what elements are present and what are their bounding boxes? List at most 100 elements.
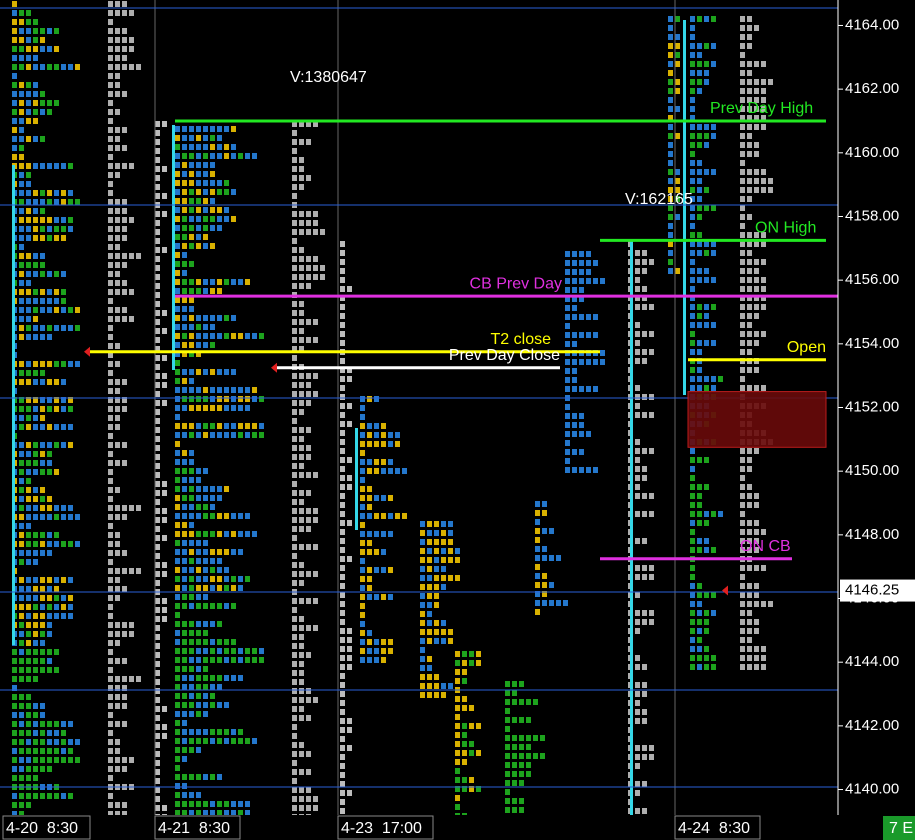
profile-cell [635, 511, 640, 517]
profile-cell [33, 667, 38, 673]
profile-cell [175, 792, 180, 798]
profile-cell [519, 798, 524, 804]
profile-cell [175, 594, 180, 600]
profile-cell [642, 304, 647, 310]
profile-cell [306, 490, 311, 496]
profile-cell [697, 538, 702, 544]
profile-cell [754, 88, 759, 94]
profile-cell [347, 628, 352, 634]
profile-cell [635, 781, 640, 787]
profile-cell [47, 100, 52, 106]
profile-cell [754, 538, 759, 544]
profile-cell [761, 124, 766, 130]
profile-cell [47, 217, 52, 223]
profile-cell [196, 162, 201, 168]
profile-cell [19, 757, 24, 763]
profile-cell [155, 400, 160, 406]
profile-cell [642, 718, 647, 724]
profile-cell [635, 295, 640, 301]
profile-cell [462, 678, 467, 684]
profile-cell [420, 611, 425, 617]
y-tick-label: 4148.00 [845, 526, 899, 543]
profile-cell [189, 675, 194, 681]
profile-cell [754, 655, 759, 661]
profile-cell [33, 514, 38, 520]
profile-cell [19, 64, 24, 70]
profile-cell [642, 475, 647, 481]
profile-cell [292, 328, 297, 334]
profile-cell [40, 739, 45, 745]
profile-cell [196, 180, 201, 186]
profile-cell [512, 699, 517, 705]
profile-cell [122, 1, 127, 7]
profile-cell [108, 316, 113, 322]
profile-cell [360, 513, 365, 519]
profile-cell [299, 526, 304, 532]
profile-cell [635, 574, 640, 580]
profile-cell [360, 459, 365, 465]
profile-cell [175, 666, 180, 672]
profile-cell [761, 97, 766, 103]
profile-cell [252, 657, 257, 663]
profile-cell [122, 658, 127, 664]
profile-cell [565, 260, 570, 266]
profile-cell [395, 432, 400, 438]
level-label: Open [787, 339, 826, 356]
profile-cell [740, 25, 745, 31]
profile-cell [642, 610, 647, 616]
profile-cell [155, 490, 160, 496]
profile-cell [33, 217, 38, 223]
profile-cell [360, 432, 365, 438]
profile-cell [217, 279, 222, 285]
profile-cell [586, 314, 591, 320]
profile-cell [245, 576, 250, 582]
profile-cell [115, 208, 120, 214]
profile-cell [704, 250, 709, 256]
profile-cell [26, 586, 31, 592]
profile-cell [12, 793, 17, 799]
profile-cell [668, 88, 673, 94]
profile-cell [740, 223, 745, 229]
profile-cell [122, 550, 127, 556]
profile-cell [374, 531, 379, 537]
profile-cell [231, 144, 236, 150]
profile-cell [47, 721, 52, 727]
profile-cell [108, 73, 113, 79]
profile-cell [579, 422, 584, 428]
profile-cell [115, 109, 120, 115]
profile-cell [175, 531, 180, 537]
profile-cell [306, 274, 311, 280]
profile-cell [19, 46, 24, 52]
profile-cell [108, 28, 113, 34]
profile-cell [754, 619, 759, 625]
profile-cell [252, 432, 257, 438]
profile-cell [47, 361, 52, 367]
profile-cell [129, 46, 134, 52]
profile-cell [292, 229, 297, 235]
profile-cell [747, 340, 752, 346]
profile-cell [33, 658, 38, 664]
profile-cell [740, 511, 745, 517]
profile-cell [175, 648, 180, 654]
profile-cell [217, 369, 222, 375]
profile-cell [292, 391, 297, 397]
profile-cell [115, 82, 120, 88]
profile-cell [306, 472, 311, 478]
profile-cell [690, 655, 695, 661]
profile-cell [299, 499, 304, 505]
profile-cell [189, 504, 194, 510]
profile-cell [704, 610, 709, 616]
profile-cell [189, 495, 194, 501]
profile-cell [19, 145, 24, 151]
profile-cell [635, 700, 640, 706]
profile-cell [203, 540, 208, 546]
profile-cell [224, 279, 229, 285]
profile-cell [33, 190, 38, 196]
profile-cell [690, 250, 695, 256]
profile-cell [182, 288, 187, 294]
profile-cell [690, 601, 695, 607]
profile-cell [747, 196, 752, 202]
profile-cell [175, 225, 180, 231]
profile-cell [122, 280, 127, 286]
profile-cell [704, 313, 709, 319]
